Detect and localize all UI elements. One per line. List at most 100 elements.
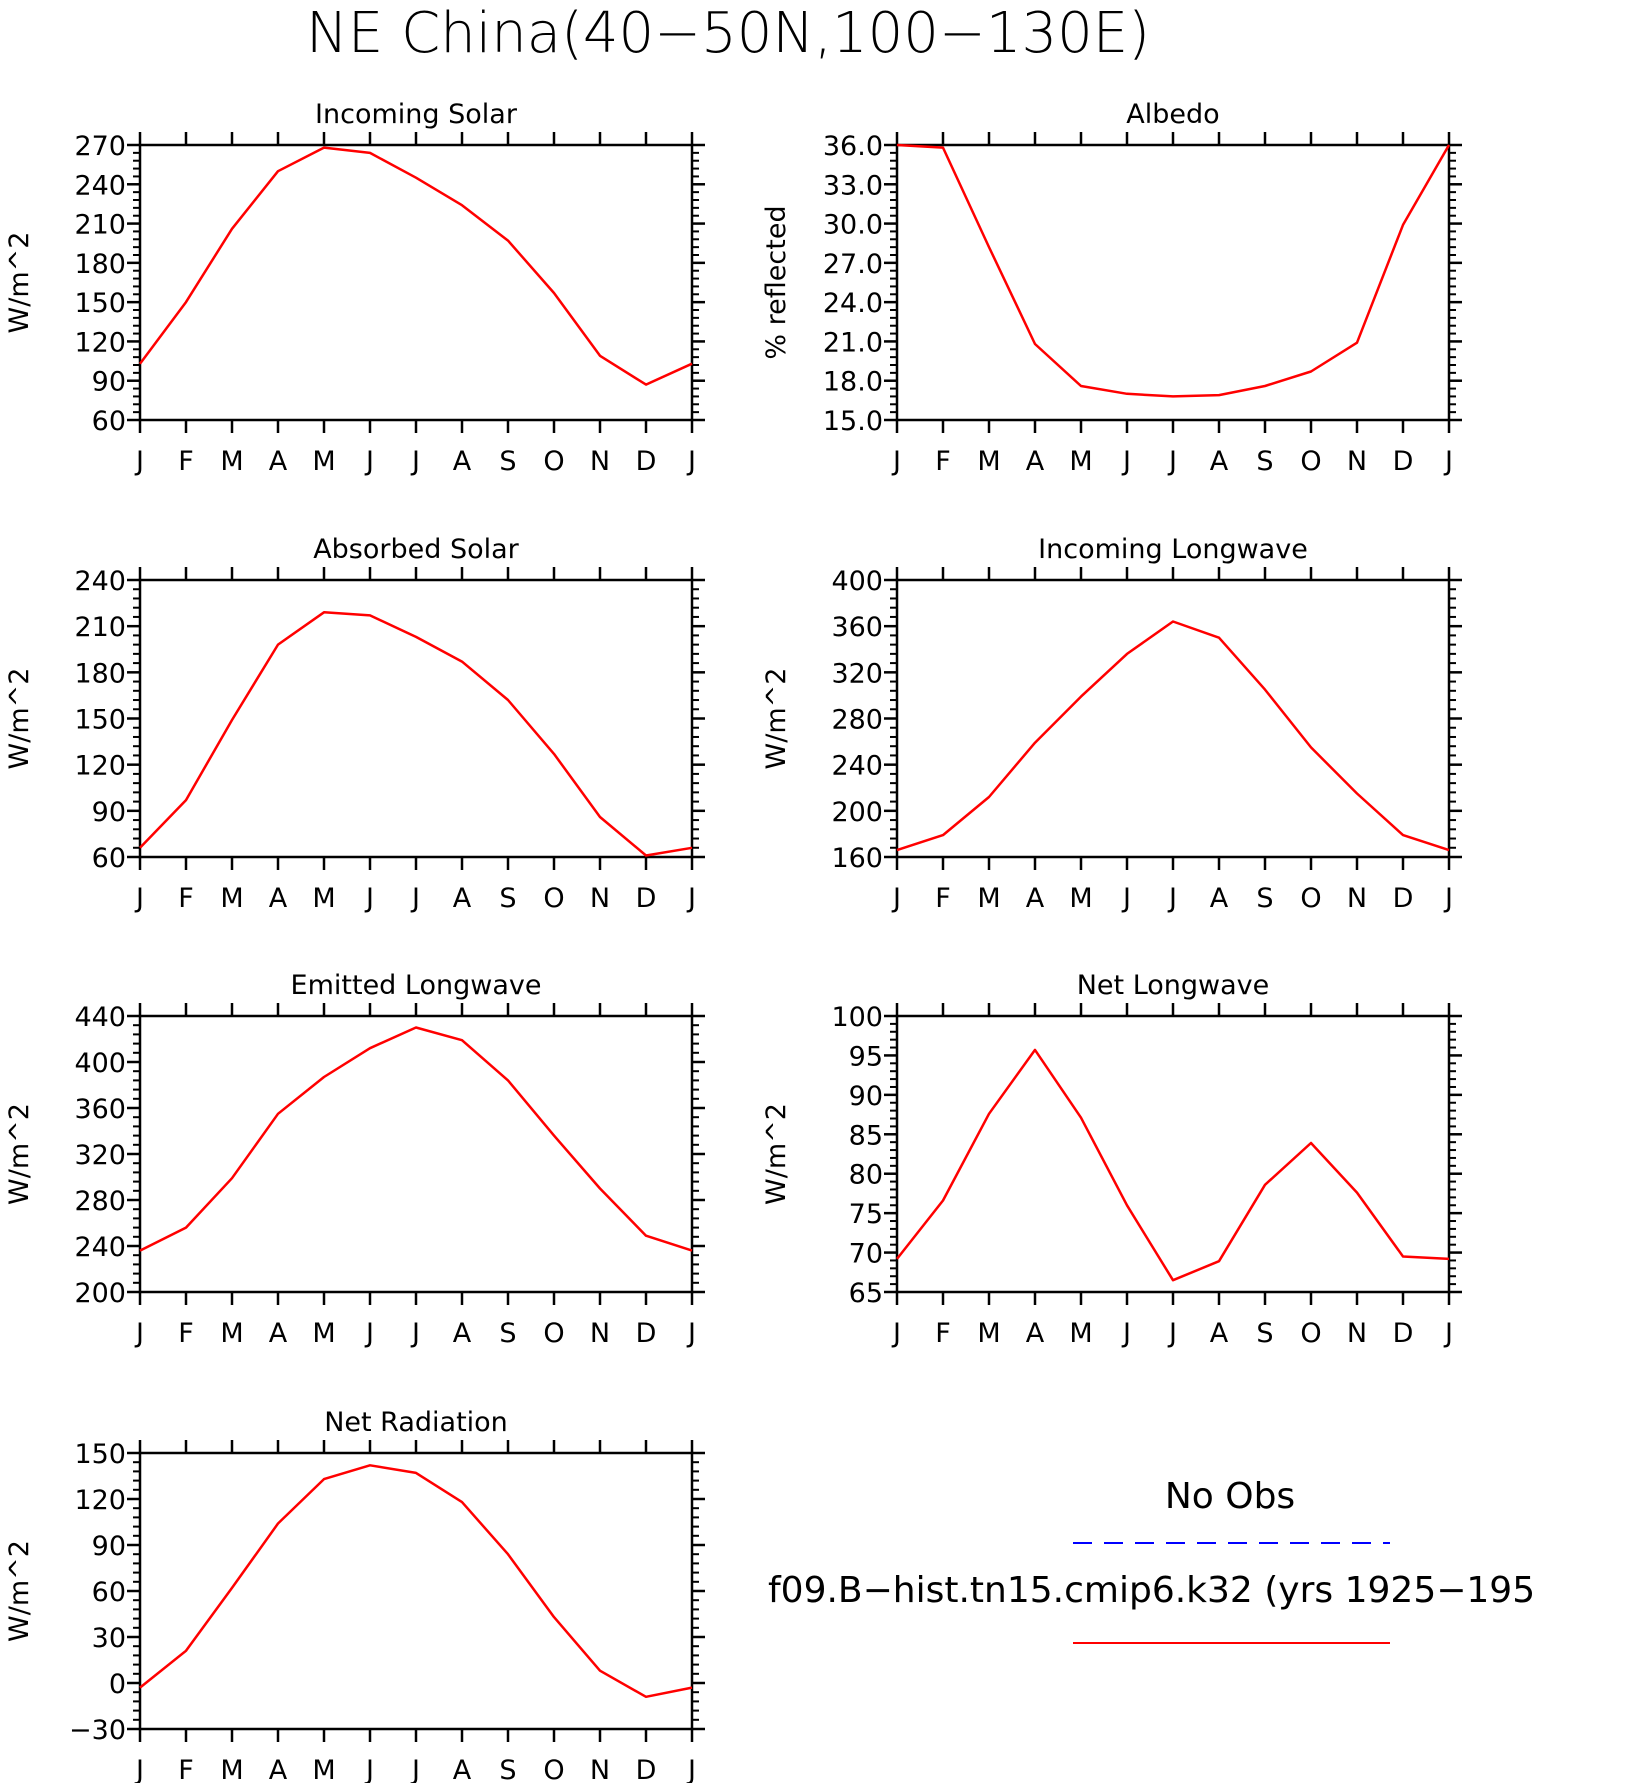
x-tick-label: S <box>499 883 516 914</box>
x-tick-label: J <box>134 1318 144 1349</box>
x-tick-label: J <box>1443 446 1453 477</box>
x-tick-label: M <box>220 446 243 477</box>
x-tick-label: J <box>1443 1318 1453 1349</box>
panel-title: Absorbed Solar <box>313 534 519 565</box>
y-tick-label: 270 <box>74 131 126 162</box>
y-tick-label: 33.0 <box>823 170 883 201</box>
x-tick-label: M <box>220 883 243 914</box>
y-tick-label: 150 <box>74 288 126 319</box>
x-tick-label: J <box>686 883 696 914</box>
y-axis-label: W/m^2 <box>4 1540 35 1642</box>
x-tick-label: N <box>590 446 610 477</box>
y-tick-label: 360 <box>831 612 883 643</box>
x-tick-label: N <box>590 1755 610 1783</box>
y-tick-label: 180 <box>74 249 126 280</box>
x-tick-label: A <box>269 1318 288 1349</box>
plot-frame <box>895 1014 1451 1294</box>
x-tick-label: J <box>686 1755 696 1783</box>
y-tick-label: 60 <box>92 406 126 437</box>
x-tick-label: J <box>686 1318 696 1349</box>
y-tick-label: 60 <box>92 843 126 874</box>
panel-title: Albedo <box>1126 99 1219 130</box>
x-tick-label: M <box>1069 883 1092 914</box>
x-tick-label: M <box>312 446 335 477</box>
x-tick-label: M <box>977 1318 1000 1349</box>
panel-title: Incoming Solar <box>315 99 518 130</box>
x-tick-label: M <box>977 446 1000 477</box>
panel-title: Net Radiation <box>324 1407 508 1438</box>
y-tick-label: 90 <box>92 1531 126 1562</box>
series-line <box>896 1048 1450 1282</box>
x-tick-label: A <box>1210 1318 1229 1349</box>
x-tick-label: J <box>364 1755 374 1783</box>
y-axis-label: % reflected <box>761 205 792 359</box>
x-tick-label: D <box>1393 883 1414 914</box>
legend: No Obs f09.B−hist.tn15.cmip6.k32 (yrs 19… <box>768 1476 1535 1644</box>
x-tick-label: M <box>977 883 1000 914</box>
y-tick-label: 120 <box>74 751 126 782</box>
x-tick-label: O <box>1300 446 1321 477</box>
x-tick-label: S <box>1256 446 1273 477</box>
x-tick-label: J <box>891 1318 901 1349</box>
plot-frame <box>895 143 1451 422</box>
x-tick-label: J <box>686 446 696 477</box>
y-tick-label: 70 <box>849 1239 883 1270</box>
y-tick-label: 160 <box>831 843 883 874</box>
y-tick-label: 100 <box>831 1002 883 1033</box>
x-tick-label: F <box>178 1318 194 1349</box>
x-tick-label: J <box>134 446 144 477</box>
x-tick-label: J <box>1167 446 1177 477</box>
legend-label-model: f09.B−hist.tn15.cmip6.k32 (yrs 1925−195 <box>768 1570 1535 1611</box>
x-tick-label: J <box>1121 883 1131 914</box>
x-tick-label: S <box>499 1318 516 1349</box>
y-tick-label: 150 <box>74 1439 126 1470</box>
x-tick-label: A <box>453 446 472 477</box>
y-tick-label: 0 <box>109 1669 126 1700</box>
series-line <box>139 611 693 857</box>
y-tick-label: 75 <box>849 1199 883 1230</box>
y-tick-label: 30.0 <box>823 210 883 241</box>
y-tick-label: 65 <box>849 1278 883 1309</box>
x-tick-label: J <box>410 446 420 477</box>
y-tick-label: 18.0 <box>823 367 883 398</box>
x-tick-label: M <box>220 1755 243 1783</box>
y-tick-label: 120 <box>74 1485 126 1516</box>
plot-frame <box>138 1014 694 1294</box>
y-tick-label: 240 <box>74 566 126 597</box>
y-tick-label: 120 <box>74 327 126 358</box>
x-tick-label: A <box>453 1755 472 1783</box>
x-tick-label: J <box>364 446 374 477</box>
y-tick-label: 440 <box>74 1002 126 1033</box>
x-tick-label: O <box>1300 883 1321 914</box>
y-tick-label: 60 <box>92 1577 126 1608</box>
x-tick-label: J <box>1167 1318 1177 1349</box>
y-tick-label: 280 <box>831 705 883 736</box>
y-tick-label: −30 <box>69 1715 126 1746</box>
y-tick-label: 280 <box>74 1186 126 1217</box>
y-tick-label: 90 <box>92 797 126 828</box>
y-tick-label: 36.0 <box>823 131 883 162</box>
x-tick-label: M <box>312 1755 335 1783</box>
x-tick-label: A <box>453 883 472 914</box>
x-tick-label: M <box>1069 1318 1092 1349</box>
y-tick-label: 320 <box>831 658 883 689</box>
y-tick-label: 21.0 <box>823 327 883 358</box>
y-axis-label: W/m^2 <box>4 1103 35 1205</box>
x-tick-label: S <box>1256 1318 1273 1349</box>
x-tick-label: A <box>1026 1318 1045 1349</box>
x-tick-label: F <box>935 1318 951 1349</box>
x-tick-label: A <box>1026 883 1045 914</box>
legend-label-obs: No Obs <box>1165 1476 1295 1517</box>
x-tick-label: J <box>134 1755 144 1783</box>
x-tick-label: D <box>636 1755 657 1783</box>
x-tick-label: J <box>1443 883 1453 914</box>
x-tick-label: N <box>1347 446 1367 477</box>
x-tick-label: A <box>269 1755 288 1783</box>
x-tick-label: J <box>891 446 901 477</box>
x-tick-label: A <box>1026 446 1045 477</box>
y-tick-label: 210 <box>74 612 126 643</box>
y-axis-label: W/m^2 <box>761 1103 792 1205</box>
x-tick-label: D <box>636 1318 657 1349</box>
